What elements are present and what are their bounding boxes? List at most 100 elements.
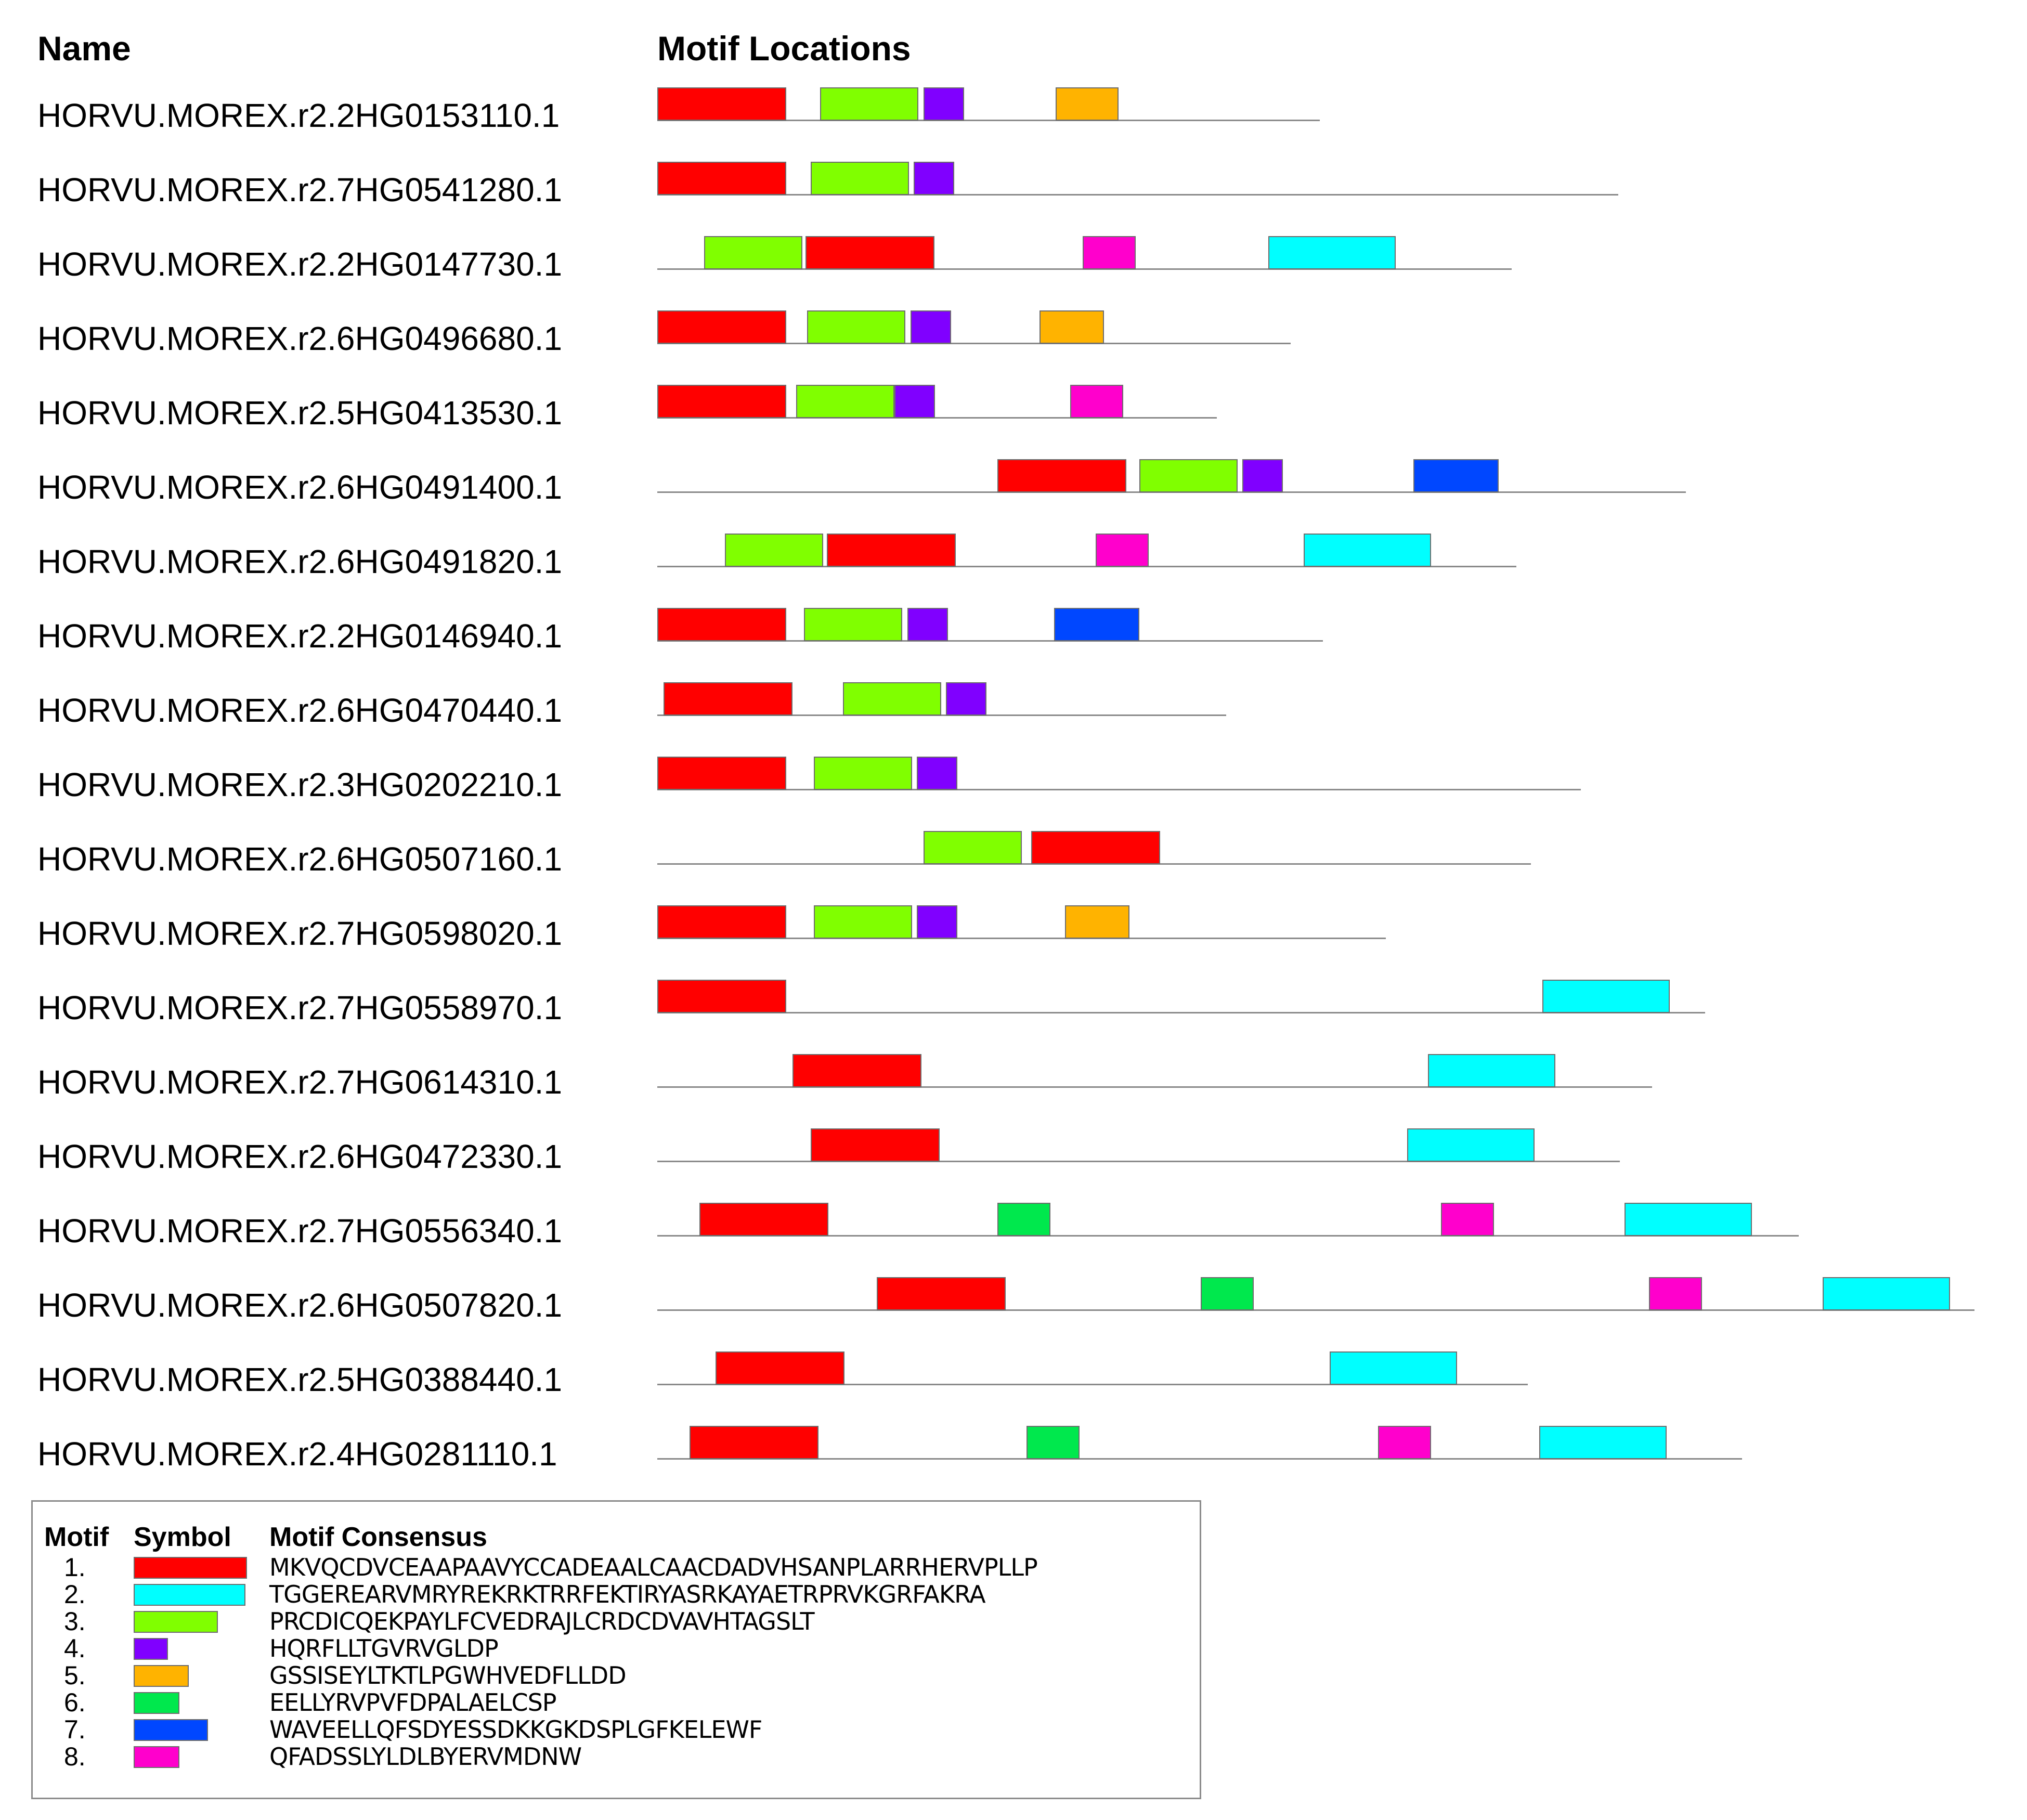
sequence-name: HORVU.MOREX.r2.4HG0281110.1 [37,1435,557,1473]
legend-motif-6-symbol [134,1692,179,1714]
motif-3-box [843,682,941,716]
motif-2-box [1268,236,1396,269]
sequence-name: HORVU.MOREX.r2.3HG0202210.1 [37,766,563,803]
legend-row: 2. TGGEREARVMRYREKRKTRRFEKTIRYASRKAYAETRP… [33,1581,1200,1608]
motif-3-box [924,831,1022,864]
name-column-header: Name [37,29,131,68]
sequence-name: HORVU.MOREX.r2.7HG0556340.1 [37,1212,563,1250]
motif-3-box [807,310,905,344]
legend-row: 7. WAVEELLQFSDYESSDKKGKDSPLGFKELEWF [33,1716,1200,1743]
motif-3-box [704,236,802,269]
motif-3-box [811,162,909,195]
sequence-line [657,566,1516,567]
motif-1-box [811,1128,940,1162]
legend-motif-consensus: MKVQCDVCEAAPAAVYCCADEAALCAACDADVHSANPLAR… [269,1553,1038,1581]
legend-motif-3-symbol [134,1611,218,1633]
motif-8-box [1441,1203,1494,1236]
motif-1-box [657,87,786,121]
motif-location-diagram: HORVU.MOREX.r2.2HG0153110.1 HORVU.MOREX.r… [37,87,1974,1473]
motif-8-box [1649,1277,1702,1310]
legend-motif-header: Motif [44,1522,109,1552]
sequence-name: HORVU.MOREX.r2.7HG0598020.1 [37,915,563,952]
legend-row: 6. EELLYRVPVFDPALAELCSP [33,1689,1200,1716]
legend-row: 5. GSSISEYLTKTLPGWHVEDFLLDD [33,1662,1200,1689]
motif-6-box [1201,1277,1254,1310]
legend-motif-number: 5. [64,1661,86,1690]
legend-motif-consensus: EELLYRVPVFDPALAELCSP [269,1688,557,1717]
motif-2-box [1539,1426,1667,1459]
sequence-line [657,417,1217,419]
motif-3-box [814,905,912,939]
motif-1-box [716,1351,844,1385]
sequence-name: HORVU.MOREX.r2.6HG0491400.1 [37,469,563,506]
motif-1-box [657,162,786,195]
legend-motif-number: 2. [64,1580,86,1609]
motif-locations-header: Motif Locations [657,29,911,68]
legend-motif-8-symbol [134,1746,179,1768]
legend-motif-5-symbol [134,1665,189,1687]
motif-8-box [1096,534,1149,567]
sequence-line [657,1309,1974,1311]
sequence-name: HORVU.MOREX.r2.6HG0470440.1 [37,692,563,729]
sequence-name: HORVU.MOREX.r2.5HG0413530.1 [37,394,563,432]
motif-2-box [1407,1128,1535,1162]
legend-motif-number: 7. [64,1715,86,1744]
motif-3-box [1139,459,1238,492]
motif-2-box [1304,534,1431,567]
legend-motif-2-symbol [134,1584,245,1606]
legend-motif-7-symbol [134,1719,208,1741]
motif-3-box [796,385,894,418]
legend-motif-consensus: WAVEELLQFSDYESSDKKGKDSPLGFKELEWF [269,1715,762,1744]
motif-2-box [1428,1054,1555,1087]
sequence-name: HORVU.MOREX.r2.6HG0507160.1 [37,840,563,878]
motif-4-box [924,87,964,121]
motif-3-box [804,608,902,641]
legend-row: 8. QFADSSLYLDLBYERVMDNW [33,1743,1200,1770]
legend-motif-consensus: HQRFLLTGVRVGLDP [269,1634,499,1662]
sequence-name: HORVU.MOREX.r2.7HG0541280.1 [37,171,563,209]
legend-symbol-header: Symbol [134,1522,231,1552]
motif-8-box [1083,236,1136,269]
sequence-line [657,1235,1799,1237]
motif-1-box [997,459,1126,492]
legend-row: 4. HQRFLLTGVRVGLDP [33,1635,1200,1662]
sequence-name: HORVU.MOREX.r2.7HG0558970.1 [37,989,563,1026]
sequence-name: HORVU.MOREX.r2.2HG0146940.1 [37,617,563,655]
sequence-line [657,1161,1620,1162]
motif-1-box [657,608,786,641]
motif-5-box [1056,87,1119,121]
motif-1-box [877,1277,1006,1310]
sequence-name: HORVU.MOREX.r2.7HG0614310.1 [37,1063,563,1101]
sequence-name: HORVU.MOREX.r2.6HG0507820.1 [37,1286,563,1324]
motif-1-box [690,1426,818,1459]
sequence-line [657,343,1291,344]
sequence-line [657,1086,1652,1088]
legend-motif-consensus: TGGEREARVMRYREKRKTRRFEKTIRYASRKAYAETRPRV… [269,1580,986,1608]
legend-motif-number: 6. [64,1688,86,1717]
motif-4-box [917,757,957,790]
motif-1-box [1031,831,1160,864]
sequence-line [657,938,1386,939]
motif-legend: Motif Symbol Motif Consensus 1. MKVQCDVCE… [31,1500,1201,1799]
motif-6-box [997,1203,1050,1236]
motif-1-box [657,980,786,1013]
motif-2-box [1542,980,1670,1013]
sequence-name: HORVU.MOREX.r2.5HG0388440.1 [37,1361,563,1398]
sequence-name: HORVU.MOREX.r2.2HG0147730.1 [37,245,563,283]
legend-row: 1. MKVQCDVCEAAPAAVYCCADEAALCAACDADVHSANPL… [33,1554,1200,1581]
legend-consensus-header: Motif Consensus [269,1522,487,1552]
motif-1-box [699,1203,828,1236]
motif-3-box [820,87,918,121]
motif-1-box [657,905,786,939]
motif-1-box [827,534,956,567]
legend-motif-number: 8. [64,1742,86,1771]
motif-4-box [946,682,986,716]
sequence-name: HORVU.MOREX.r2.6HG0491820.1 [37,543,563,580]
motif-3-box [814,757,912,790]
motif-1-box [657,310,786,344]
motif-7-box [1413,459,1499,492]
sequence-name: HORVU.MOREX.r2.6HG0472330.1 [37,1138,563,1175]
motif-4-box [907,608,948,641]
legend-motif-consensus: GSSISEYLTKTLPGWHVEDFLLDD [269,1661,627,1689]
legend-motif-consensus: QFADSSLYLDLBYERVMDNW [269,1743,582,1771]
